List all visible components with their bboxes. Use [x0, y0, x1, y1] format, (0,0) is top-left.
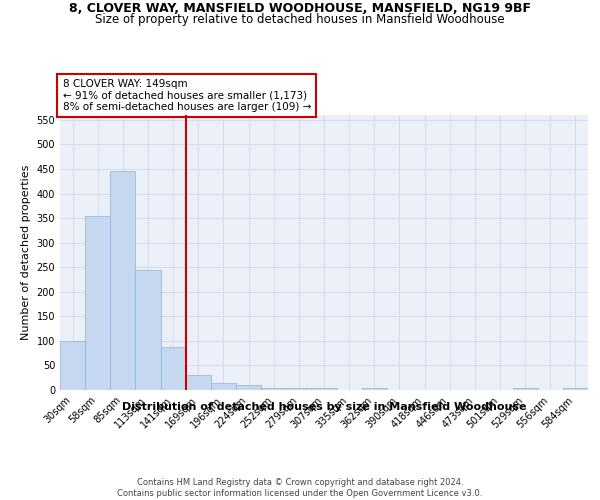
Bar — [362, 388, 387, 390]
Bar — [186, 376, 211, 390]
Bar — [110, 172, 136, 390]
Bar — [286, 388, 311, 390]
Bar — [261, 388, 286, 390]
Bar — [161, 347, 186, 390]
Bar — [236, 385, 261, 390]
Bar — [512, 388, 538, 390]
Bar — [60, 341, 85, 390]
Bar — [136, 270, 161, 390]
Text: 8 CLOVER WAY: 149sqm
← 91% of detached houses are smaller (1,173)
8% of semi-det: 8 CLOVER WAY: 149sqm ← 91% of detached h… — [62, 79, 311, 112]
Text: Size of property relative to detached houses in Mansfield Woodhouse: Size of property relative to detached ho… — [95, 13, 505, 26]
Text: 8, CLOVER WAY, MANSFIELD WOODHOUSE, MANSFIELD, NG19 9BF: 8, CLOVER WAY, MANSFIELD WOODHOUSE, MANS… — [69, 2, 531, 16]
Text: Distribution of detached houses by size in Mansfield Woodhouse: Distribution of detached houses by size … — [122, 402, 526, 412]
Bar — [311, 388, 337, 390]
Bar — [563, 388, 588, 390]
Text: Contains HM Land Registry data © Crown copyright and database right 2024.
Contai: Contains HM Land Registry data © Crown c… — [118, 478, 482, 498]
Bar — [211, 382, 236, 390]
Y-axis label: Number of detached properties: Number of detached properties — [21, 165, 31, 340]
Bar — [85, 216, 110, 390]
